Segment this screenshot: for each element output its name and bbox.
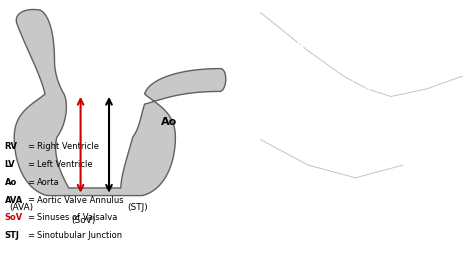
Text: =: =	[27, 160, 34, 169]
Text: LV: LV	[5, 160, 15, 169]
Text: AVA: AVA	[5, 196, 23, 204]
Polygon shape	[14, 9, 226, 196]
Text: (AVA): (AVA)	[9, 203, 33, 212]
Text: (SoV): (SoV)	[71, 216, 95, 225]
Text: Aorta: Aorta	[37, 178, 59, 187]
Text: Ao: Ao	[161, 117, 177, 127]
Text: =: =	[27, 142, 34, 151]
Text: =: =	[27, 178, 34, 187]
Text: Aortic Valve Annulus: Aortic Valve Annulus	[37, 196, 123, 204]
Text: =: =	[27, 213, 34, 222]
Text: RV: RV	[296, 41, 311, 51]
Text: LV: LV	[290, 142, 302, 152]
Text: RV: RV	[5, 142, 18, 151]
Text: x: x	[365, 83, 370, 92]
Text: Sinotubular Junction: Sinotubular Junction	[37, 231, 122, 240]
Text: (STJ): (STJ)	[127, 203, 148, 212]
Text: Sinuses of Valsalva: Sinuses of Valsalva	[37, 213, 117, 222]
Text: =: =	[27, 196, 34, 204]
Text: Ao: Ao	[5, 178, 17, 187]
Text: SoV: SoV	[350, 71, 371, 81]
Text: STJ: STJ	[5, 231, 19, 240]
Text: Left Ventricle: Left Ventricle	[37, 160, 92, 169]
Text: STJ: STJ	[394, 71, 411, 81]
Text: Ao: Ao	[415, 112, 429, 122]
Text: AVA: AVA	[317, 97, 337, 107]
Text: =: =	[27, 231, 34, 240]
Text: Right Ventricle: Right Ventricle	[37, 142, 99, 151]
Text: SoV: SoV	[5, 213, 23, 222]
